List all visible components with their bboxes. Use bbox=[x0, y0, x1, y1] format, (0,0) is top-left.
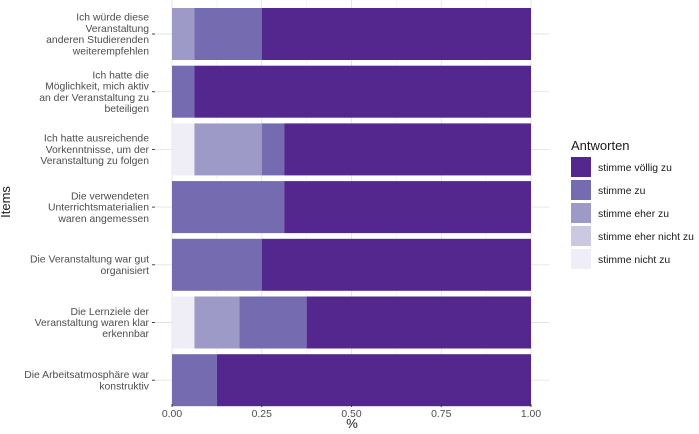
y-tick-label: Die Veranstaltung war gut organisiert bbox=[30, 255, 149, 277]
bar-segment bbox=[172, 238, 262, 291]
bar-segment bbox=[261, 238, 531, 291]
bar-segment bbox=[172, 123, 195, 176]
legend-label: stimme eher zu bbox=[598, 209, 669, 220]
bar-segment bbox=[194, 296, 240, 349]
legend-label: stimme zu bbox=[598, 186, 646, 197]
x-axis-title: % bbox=[346, 416, 358, 431]
bar-segment bbox=[172, 181, 285, 234]
bar-segment bbox=[261, 123, 285, 176]
y-axis-title: Items bbox=[0, 186, 13, 218]
bar-segment bbox=[284, 181, 531, 234]
bar-segment bbox=[172, 65, 195, 118]
bar-segment bbox=[172, 8, 195, 60]
y-tick-label: Die Lernziele der Veranstaltung waren kla… bbox=[35, 307, 150, 340]
legend-key bbox=[571, 157, 591, 177]
y-axis-labels: Ich würde diese Veranstaltung anderen Stud… bbox=[24, 13, 155, 392]
bar-segment bbox=[194, 123, 262, 176]
bar-segment bbox=[194, 65, 531, 118]
bar-segment bbox=[172, 296, 195, 349]
x-axis-ticks: 0.00 0.25 0.50 0.75 1.00 bbox=[162, 404, 541, 420]
legend-key bbox=[571, 226, 591, 246]
legend-label: stimme eher nicht zu bbox=[598, 232, 694, 243]
legend-title: Antworten bbox=[571, 138, 630, 153]
x-tick-label: 1.00 bbox=[521, 409, 541, 420]
bar-segment bbox=[239, 296, 307, 349]
legend-key bbox=[571, 203, 591, 223]
x-tick-label: 0.75 bbox=[431, 409, 451, 420]
y-tick-label: Ich würde diese Veranstaltung anderen Stud… bbox=[46, 13, 149, 58]
bar-segment bbox=[172, 354, 217, 407]
bars bbox=[172, 8, 531, 407]
x-tick-label: 0.50 bbox=[341, 409, 361, 420]
bar-segment bbox=[216, 354, 531, 407]
legend-key bbox=[571, 249, 591, 269]
y-tick-label: Ich hatte die Möglichkeit, mich aktiv an d… bbox=[39, 70, 150, 115]
x-tick-label: 0.00 bbox=[162, 409, 182, 420]
y-tick-label: Ich hatte ausreichende Vorkenntnisse, um … bbox=[40, 134, 149, 167]
legend: Antworten stimme völlig zu stimme zu stimm… bbox=[571, 138, 694, 269]
x-tick-label: 0.25 bbox=[252, 409, 272, 420]
y-tick-label: Die verwendeten Unterrichtsmaterialien war… bbox=[48, 191, 149, 224]
bar-segment bbox=[261, 8, 531, 60]
bar-segment bbox=[306, 296, 531, 349]
legend-key bbox=[571, 180, 591, 200]
y-tick-label: Die Arbeitsatmosphäre war konstruktiv bbox=[24, 370, 150, 392]
bar-segment bbox=[284, 123, 531, 176]
bar-segment bbox=[194, 8, 262, 60]
legend-label: stimme nicht zu bbox=[598, 255, 670, 266]
legend-label: stimme völlig zu bbox=[598, 163, 672, 174]
